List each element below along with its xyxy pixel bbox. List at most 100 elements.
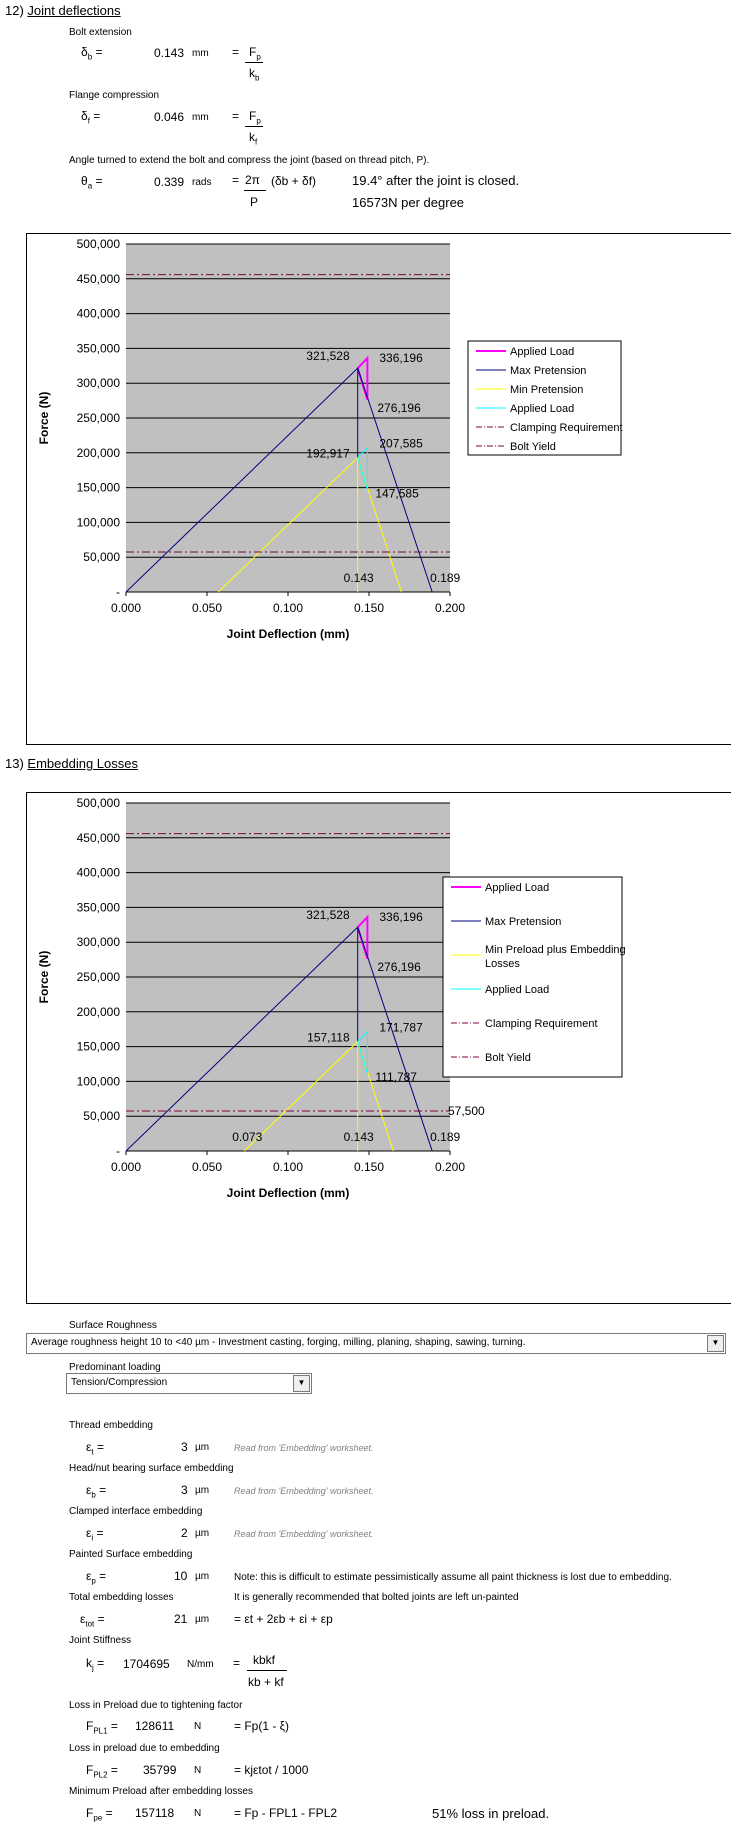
data-label: 0.189: [430, 571, 460, 585]
chart-svg: - 50,000 100,000 150,000 200,000 250,000 300,0…: [37, 796, 626, 1200]
angle-note-1: 19.4° after the joint is closed.: [352, 173, 520, 188]
eps-t-value: 3: [181, 1440, 188, 1454]
total-embedding-label: Total embedding losses: [69, 1592, 174, 1603]
fpe-note: 51% loss in preload.: [432, 1806, 550, 1821]
surface-roughness-label: Surface Roughness: [69, 1320, 157, 1331]
painted-embedding-label: Painted Surface embedding: [69, 1549, 193, 1560]
legend-label-cont: Losses: [485, 958, 520, 970]
data-label: 276,196: [377, 960, 421, 974]
pl2-value: 35799: [143, 1763, 177, 1777]
series-line: [217, 456, 402, 593]
y-tick-label: -: [116, 1144, 120, 1158]
series-line: [357, 1030, 368, 1074]
y-tick-label: 50,000: [83, 1109, 120, 1123]
fpe-symbol: Fpe =: [86, 1806, 113, 1823]
section-title: Joint deflections: [27, 3, 121, 18]
delta-f-value: 0.046: [154, 110, 185, 124]
angle-label: Angle turned to extend the bolt and comp…: [69, 155, 430, 166]
thread-embedding-label: Thread embedding: [69, 1420, 153, 1431]
x-tick-label: 0.000: [111, 1160, 141, 1174]
delta-f-eq: =: [232, 109, 240, 123]
x-tick-label: 0.050: [192, 601, 222, 615]
delta-b-numerator: Fp: [249, 45, 261, 62]
section-13-heading: 13) Embedding Losses: [5, 756, 138, 771]
eps-b-value: 3: [181, 1483, 188, 1497]
joint-stiffness-label: Joint Stiffness: [69, 1635, 132, 1646]
pl1-label: Loss in Preload due to tightening factor: [69, 1700, 243, 1711]
eps-i-value: 2: [181, 1526, 188, 1540]
y-tick-label: 450,000: [77, 831, 121, 845]
legend-label: Min Pretension: [510, 384, 583, 396]
x-tick-label: 0.150: [354, 1160, 384, 1174]
eps-i-symbol: εi =: [86, 1526, 104, 1543]
fpe-formula: = Fp - FPL1 - FPL2: [234, 1806, 338, 1820]
pl1-unit: N: [194, 1721, 202, 1732]
total-embedding-note: It is generally recommended that bolted …: [234, 1592, 519, 1603]
legend-label: Min Preload plus Embedding: [485, 944, 626, 956]
fraction-line: [245, 62, 263, 63]
data-label: 0.073: [232, 1130, 262, 1144]
chevron-down-icon[interactable]: ▼: [293, 1375, 310, 1392]
data-label: 0.143: [344, 1130, 374, 1144]
delta-f-denominator: kf: [249, 130, 258, 147]
pl1-value: 128611: [135, 1719, 175, 1733]
theta-numerator: 2π: [245, 173, 260, 187]
pl2-label: Loss in preload due to embedding: [69, 1743, 220, 1754]
chevron-down-icon[interactable]: ▼: [707, 1335, 724, 1352]
kj-eq: =: [233, 1656, 241, 1670]
eps-p-unit: µm: [195, 1571, 210, 1582]
y-tick-label: 500,000: [77, 796, 121, 810]
y-tick-label: 300,000: [77, 376, 121, 390]
y-tick-label: 400,000: [77, 866, 121, 880]
clamped-embedding-label: Clamped interface embedding: [69, 1506, 203, 1517]
x-axis-title: Joint Deflection (mm): [227, 1186, 350, 1200]
delta-b-eq: =: [232, 45, 240, 59]
flange-compression-label: Flange compression: [69, 90, 160, 101]
kj-numerator: kbkf: [253, 1653, 276, 1667]
section-title: Embedding Losses: [27, 756, 138, 771]
data-label: 111,787: [375, 1070, 417, 1084]
eps-p-symbol: εp =: [86, 1569, 107, 1586]
chart-embedding-losses: - 50,000 100,000 150,000 200,000 250,000 300,0…: [26, 792, 731, 1304]
y-tick-label: 400,000: [77, 307, 121, 321]
data-label: 192,917: [306, 447, 350, 461]
theta-symbol: θa =: [81, 174, 103, 191]
data-label: 207,585: [379, 437, 423, 451]
delta-b-unit: mm: [192, 48, 209, 59]
eps-b-unit: µm: [195, 1485, 210, 1496]
fraction-line: [247, 1670, 287, 1671]
predominant-loading-label: Predominant loading: [69, 1362, 161, 1373]
delta-b-symbol: δb =: [81, 45, 103, 62]
theta-unit: rads: [192, 177, 212, 188]
kj-unit: N/mm: [187, 1659, 214, 1670]
y-tick-label: 50,000: [83, 550, 120, 564]
fraction-line: [244, 190, 266, 191]
pl2-unit: N: [194, 1765, 202, 1776]
head-embedding-label: Head/nut bearing surface embedding: [69, 1463, 234, 1474]
legend-label: Applied Load: [485, 984, 549, 996]
eps-t-symbol: εt =: [86, 1440, 104, 1457]
section-number: 12): [5, 3, 24, 18]
eps-tot-formula: = εt + 2εb + εi + εp: [234, 1612, 333, 1626]
eps-t-note: Read from 'Embedding' worksheet.: [234, 1443, 374, 1453]
data-label: 57,500: [448, 1104, 485, 1118]
legend-label: Applied Load: [510, 403, 574, 415]
section-number: 13): [5, 756, 24, 771]
data-label: 147,585: [375, 486, 419, 500]
y-tick-label: 200,000: [77, 1005, 121, 1019]
surface-roughness-select[interactable]: Average roughness height 10 to <40 µm - …: [26, 1333, 726, 1354]
x-tick-label: 0.200: [435, 1160, 465, 1174]
pl1-formula: = Fp(1 - ξ): [234, 1719, 290, 1733]
data-label: 321,528: [306, 908, 350, 922]
eps-tot-value: 21: [174, 1612, 188, 1626]
predominant-loading-select[interactable]: Tension/Compression ▼: [66, 1373, 312, 1394]
delta-f-unit: mm: [192, 112, 209, 123]
pl2-symbol: FPL2 =: [86, 1763, 118, 1780]
data-label: 336,196: [379, 910, 423, 924]
kj-denominator: kb + kf: [248, 1675, 284, 1689]
fpe-label: Minimum Preload after embedding losses: [69, 1786, 253, 1797]
x-tick-label: 0.150: [354, 601, 384, 615]
eps-tot-symbol: εtot =: [80, 1612, 105, 1629]
eps-p-value: 10: [174, 1569, 188, 1583]
eps-p-note: Note: this is difficult to estimate pess…: [234, 1572, 672, 1583]
